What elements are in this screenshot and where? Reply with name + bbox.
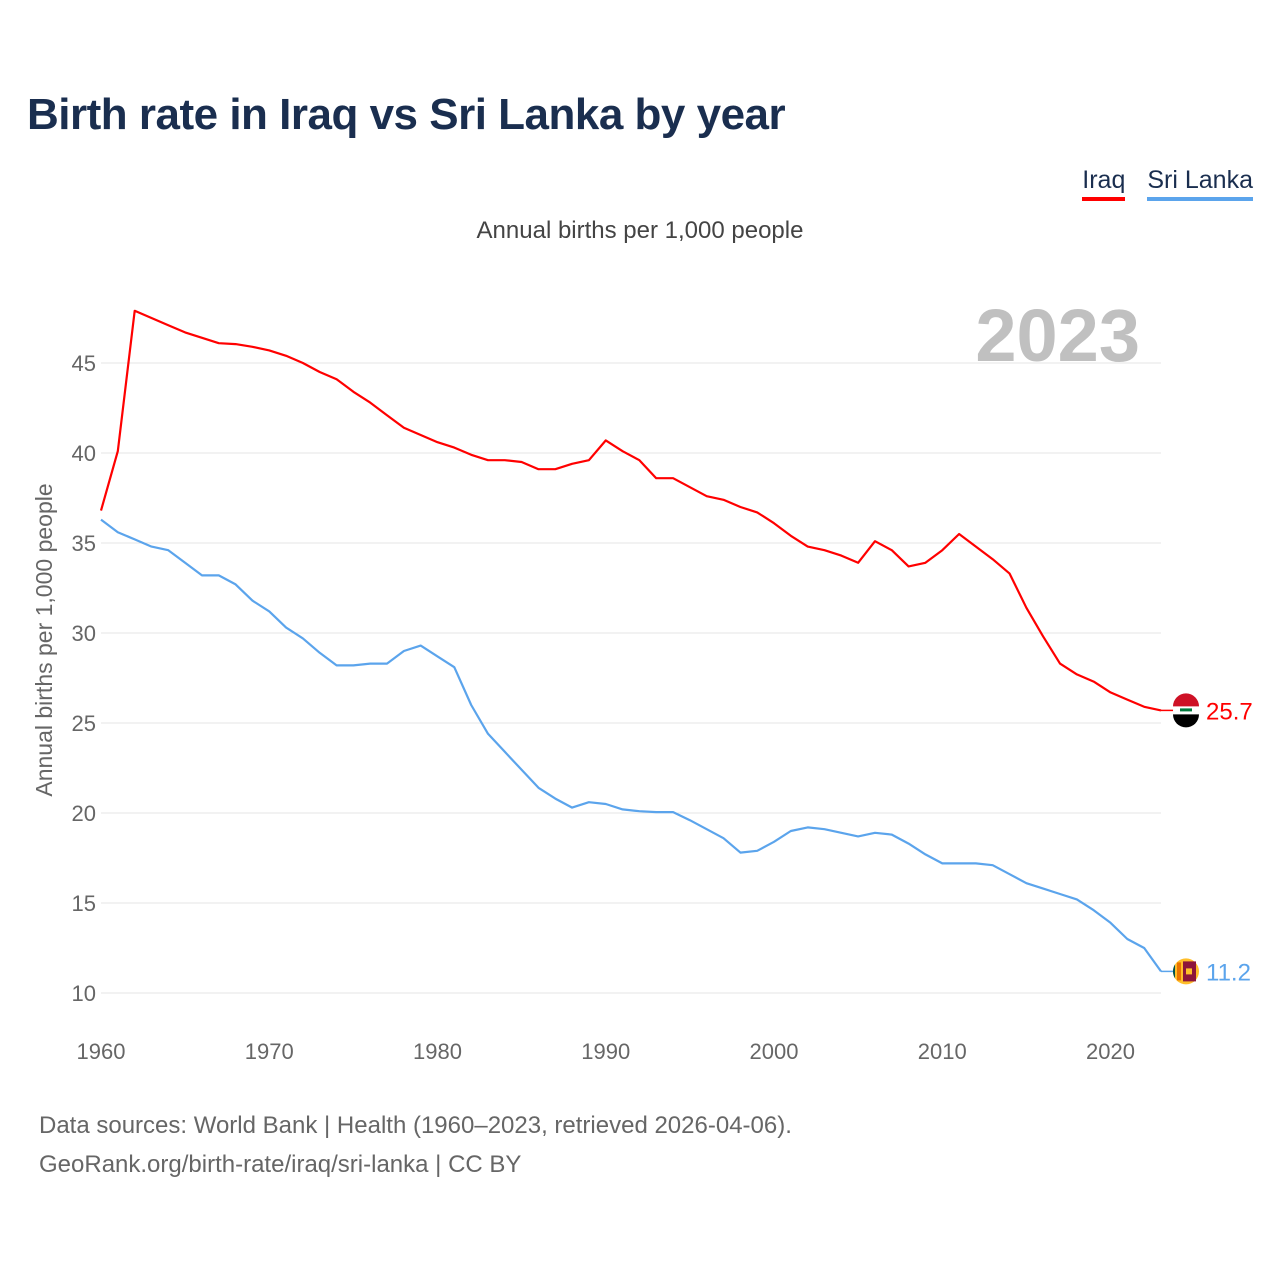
iraq-flag-icon [1173,693,1199,707]
series-line-sri-lanka [100,518,1162,973]
iraq-flag-icon [1173,714,1199,728]
y-axis-label: Annual births per 1,000 people [31,483,57,796]
footer: Data sources: World Bank | Health (1960–… [39,1106,792,1184]
y-tick-label: 40 [72,441,96,466]
x-tick-label: 1960 [77,1039,126,1064]
end-value-label: 25.7 [1206,698,1253,725]
x-tick-label: 1980 [413,1039,462,1064]
x-tick-label: 1970 [245,1039,294,1064]
chart-subtitle: Annual births per 1,000 people [476,217,804,244]
data-source: Data sources: World Bank | Health (1960–… [39,1112,792,1139]
y-tick-label: 45 [72,351,96,376]
y-tick-label: 15 [72,891,96,916]
iraq-flag-icon [1180,708,1192,712]
year-watermark: 2023 [975,294,1140,377]
x-tick-label: 2010 [918,1039,967,1064]
legend-item-sri-lanka[interactable]: Sri Lanka [1147,166,1253,201]
chart-title: Birth rate in Iraq vs Sri Lanka by year [27,90,786,139]
end-value-label: 11.2 [1206,959,1251,986]
sri-lanka-flag-icon [1186,968,1192,975]
source-link[interactable]: GeoRank.org/birth-rate/iraq/sri-lanka | … [39,1151,522,1178]
y-tick-label: 10 [72,981,96,1006]
legend: Iraq Sri Lanka [1082,166,1253,201]
series-line-iraq [99,309,1162,712]
y-tick-label: 35 [72,531,96,556]
y-tick-label: 20 [72,801,96,826]
x-tick-label: 2000 [750,1039,799,1064]
legend-item-iraq[interactable]: Iraq [1082,166,1126,201]
y-tick-label: 30 [72,621,96,646]
x-tick-label: 2020 [1086,1039,1135,1064]
sri-lanka-flag-icon [1172,964,1175,979]
y-tick-label: 25 [72,711,96,736]
x-tick-label: 1990 [581,1039,630,1064]
sri-lanka-flag-icon [1177,962,1181,981]
